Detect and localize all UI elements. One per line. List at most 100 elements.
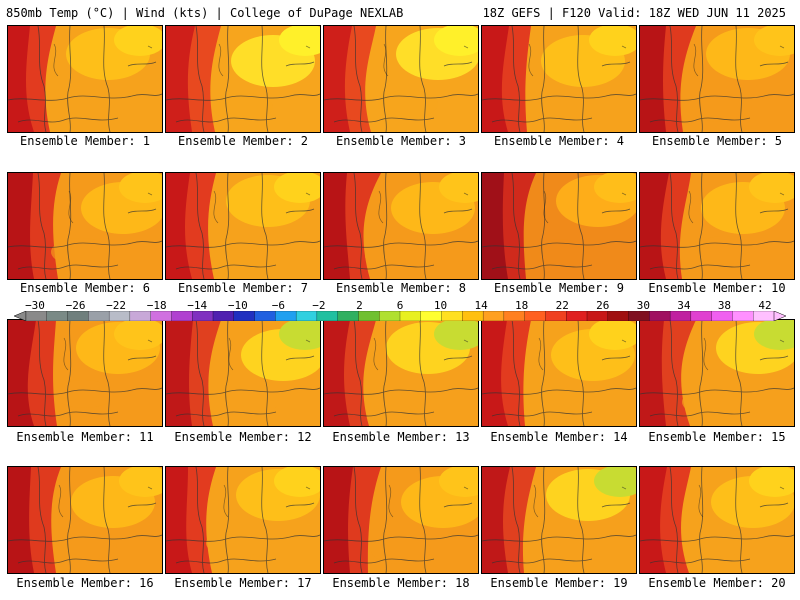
colorbar-tick-label: −26 bbox=[65, 299, 86, 312]
ensemble-member-label: Ensemble Member: 4 bbox=[493, 134, 625, 148]
ensemble-map-panel bbox=[323, 319, 479, 427]
colorbar-swatch bbox=[503, 311, 526, 321]
ensemble-member-label: Ensemble Member: 19 bbox=[490, 576, 628, 590]
temperature-field-map bbox=[640, 467, 794, 573]
colorbar-swatch bbox=[25, 311, 48, 321]
colorbar-tick-label: −22 bbox=[106, 299, 127, 312]
ensemble-member-label: Ensemble Member: 18 bbox=[332, 576, 470, 590]
ensemble-member-label: Ensemble Member: 12 bbox=[174, 430, 312, 444]
temperature-field-map bbox=[8, 26, 162, 132]
colorbar-swatch bbox=[753, 311, 775, 321]
colorbar-tick-label: 10 bbox=[433, 299, 448, 312]
temperature-field-map bbox=[482, 320, 636, 426]
colorbar-swatch bbox=[275, 311, 297, 321]
temperature-field-map bbox=[482, 26, 636, 132]
colorbar-tick-label: −14 bbox=[187, 299, 208, 312]
ensemble-map-panel bbox=[165, 466, 321, 574]
colorbar-swatch bbox=[628, 311, 650, 321]
colorbar-swatch bbox=[337, 311, 360, 321]
temperature-field-map bbox=[640, 173, 794, 279]
colorbar-tick-label: −30 bbox=[25, 299, 45, 312]
ensemble-member-label: Ensemble Member: 10 bbox=[648, 281, 786, 295]
colorbar-swatch bbox=[711, 311, 734, 321]
temperature-field-map bbox=[324, 173, 478, 279]
ensemble-map-panel bbox=[7, 25, 163, 133]
ensemble-member-label: Ensemble Member: 11 bbox=[16, 430, 154, 444]
ensemble-map-panel bbox=[7, 172, 163, 280]
ensemble-map-panel bbox=[639, 319, 795, 427]
temperature-field-map bbox=[482, 467, 636, 573]
temperature-field-map bbox=[166, 320, 320, 426]
ensemble-map-panel bbox=[639, 25, 795, 133]
ensemble-member-label: Ensemble Member: 20 bbox=[648, 576, 786, 590]
ensemble-map-panel bbox=[323, 172, 479, 280]
colorbar-tick-label: 2 bbox=[356, 299, 363, 312]
colorbar-swatch bbox=[46, 311, 69, 321]
ensemble-map-panel bbox=[481, 172, 637, 280]
colorbar-swatch bbox=[545, 311, 567, 321]
ensemble-map-panel bbox=[165, 319, 321, 427]
colorbar-swatch bbox=[379, 311, 401, 321]
ensemble-member-label: Ensemble Member: 16 bbox=[16, 576, 154, 590]
temperature-field-map bbox=[324, 320, 478, 426]
colorbar-swatch bbox=[88, 311, 110, 321]
colorbar-tick-label: −6 bbox=[271, 299, 285, 312]
ensemble-map-panel bbox=[7, 466, 163, 574]
colorbar-tick-label: −10 bbox=[227, 299, 248, 312]
colorbar-tick-label: 6 bbox=[396, 299, 404, 312]
temperature-field-map bbox=[324, 26, 478, 132]
temperature-field-map bbox=[8, 320, 162, 426]
colorbar-swatch bbox=[150, 311, 173, 321]
ensemble-member-label: Ensemble Member: 5 bbox=[651, 134, 783, 148]
temperature-field-map bbox=[8, 173, 162, 279]
ensemble-member-label: Ensemble Member: 17 bbox=[174, 576, 312, 590]
colorbar-tick-label: −2 bbox=[312, 299, 326, 312]
ensemble-member-label: Ensemble Member: 9 bbox=[493, 281, 625, 295]
ensemble-map-panel bbox=[7, 319, 163, 427]
colorbar-tick-label: 34 bbox=[677, 299, 691, 312]
colorbar-swatch bbox=[441, 311, 463, 321]
temperature-field-map bbox=[166, 467, 320, 573]
colorbar-swatch bbox=[649, 311, 671, 321]
colorbar-swatch bbox=[316, 311, 339, 321]
colorbar-min-arrow bbox=[14, 311, 27, 321]
ensemble-map-panel bbox=[639, 172, 795, 280]
colorbar-swatch bbox=[295, 311, 318, 321]
colorbar-tick-label: 18 bbox=[515, 299, 529, 312]
colorbar-swatch bbox=[212, 311, 235, 321]
colorbar-swatch bbox=[129, 311, 152, 321]
ensemble-member-label: Ensemble Member: 1 bbox=[19, 134, 151, 148]
colorbar-swatch bbox=[462, 311, 484, 321]
colorbar-swatch bbox=[482, 311, 505, 321]
ensemble-member-label: Ensemble Member: 14 bbox=[490, 430, 628, 444]
colorbar-swatch bbox=[586, 311, 609, 321]
run-info: 18Z GEFS | F120 Valid: 18Z WED JUN 11 20… bbox=[482, 6, 786, 20]
colorbar-tick-labels: −30 −26 −22 −18 −14 −10 −6 −2 2 6 10 14 18 22 26 30 34 38… bbox=[0, 299, 800, 312]
ensemble-member-label: Ensemble Member: 13 bbox=[332, 430, 470, 444]
colorbar-swatch bbox=[254, 311, 276, 321]
ensemble-map-panel bbox=[165, 25, 321, 133]
colorbar-tick-label: 26 bbox=[596, 299, 610, 312]
colorbar-swatch bbox=[233, 311, 256, 321]
colorbar-tick-label: 42 bbox=[758, 299, 772, 312]
ensemble-map-panel bbox=[165, 172, 321, 280]
colorbar-swatch bbox=[171, 311, 193, 321]
colorbar-swatch bbox=[607, 311, 630, 321]
colorbar-tick-label: −18 bbox=[146, 299, 167, 312]
ensemble-map-panel bbox=[481, 25, 637, 133]
colorbar-max-arrow bbox=[773, 311, 786, 321]
temperature-field-map bbox=[640, 26, 794, 132]
colorbar-tick-label: 14 bbox=[474, 299, 488, 312]
ensemble-map-panel bbox=[323, 25, 479, 133]
temperature-field-map bbox=[324, 467, 478, 573]
temperature-field-map bbox=[482, 173, 636, 279]
ensemble-member-label: Ensemble Member: 2 bbox=[177, 134, 309, 148]
ensemble-member-label: Ensemble Member: 3 bbox=[335, 134, 467, 148]
ensemble-member-label: Ensemble Member: 8 bbox=[335, 281, 467, 295]
colorbar-swatch bbox=[108, 311, 131, 321]
temperature-field-map bbox=[8, 467, 162, 573]
ensemble-map-panel bbox=[481, 466, 637, 574]
ensemble-member-label: Ensemble Member: 6 bbox=[19, 281, 151, 295]
colorbar-swatch bbox=[732, 311, 754, 321]
ensemble-map-panel bbox=[481, 319, 637, 427]
